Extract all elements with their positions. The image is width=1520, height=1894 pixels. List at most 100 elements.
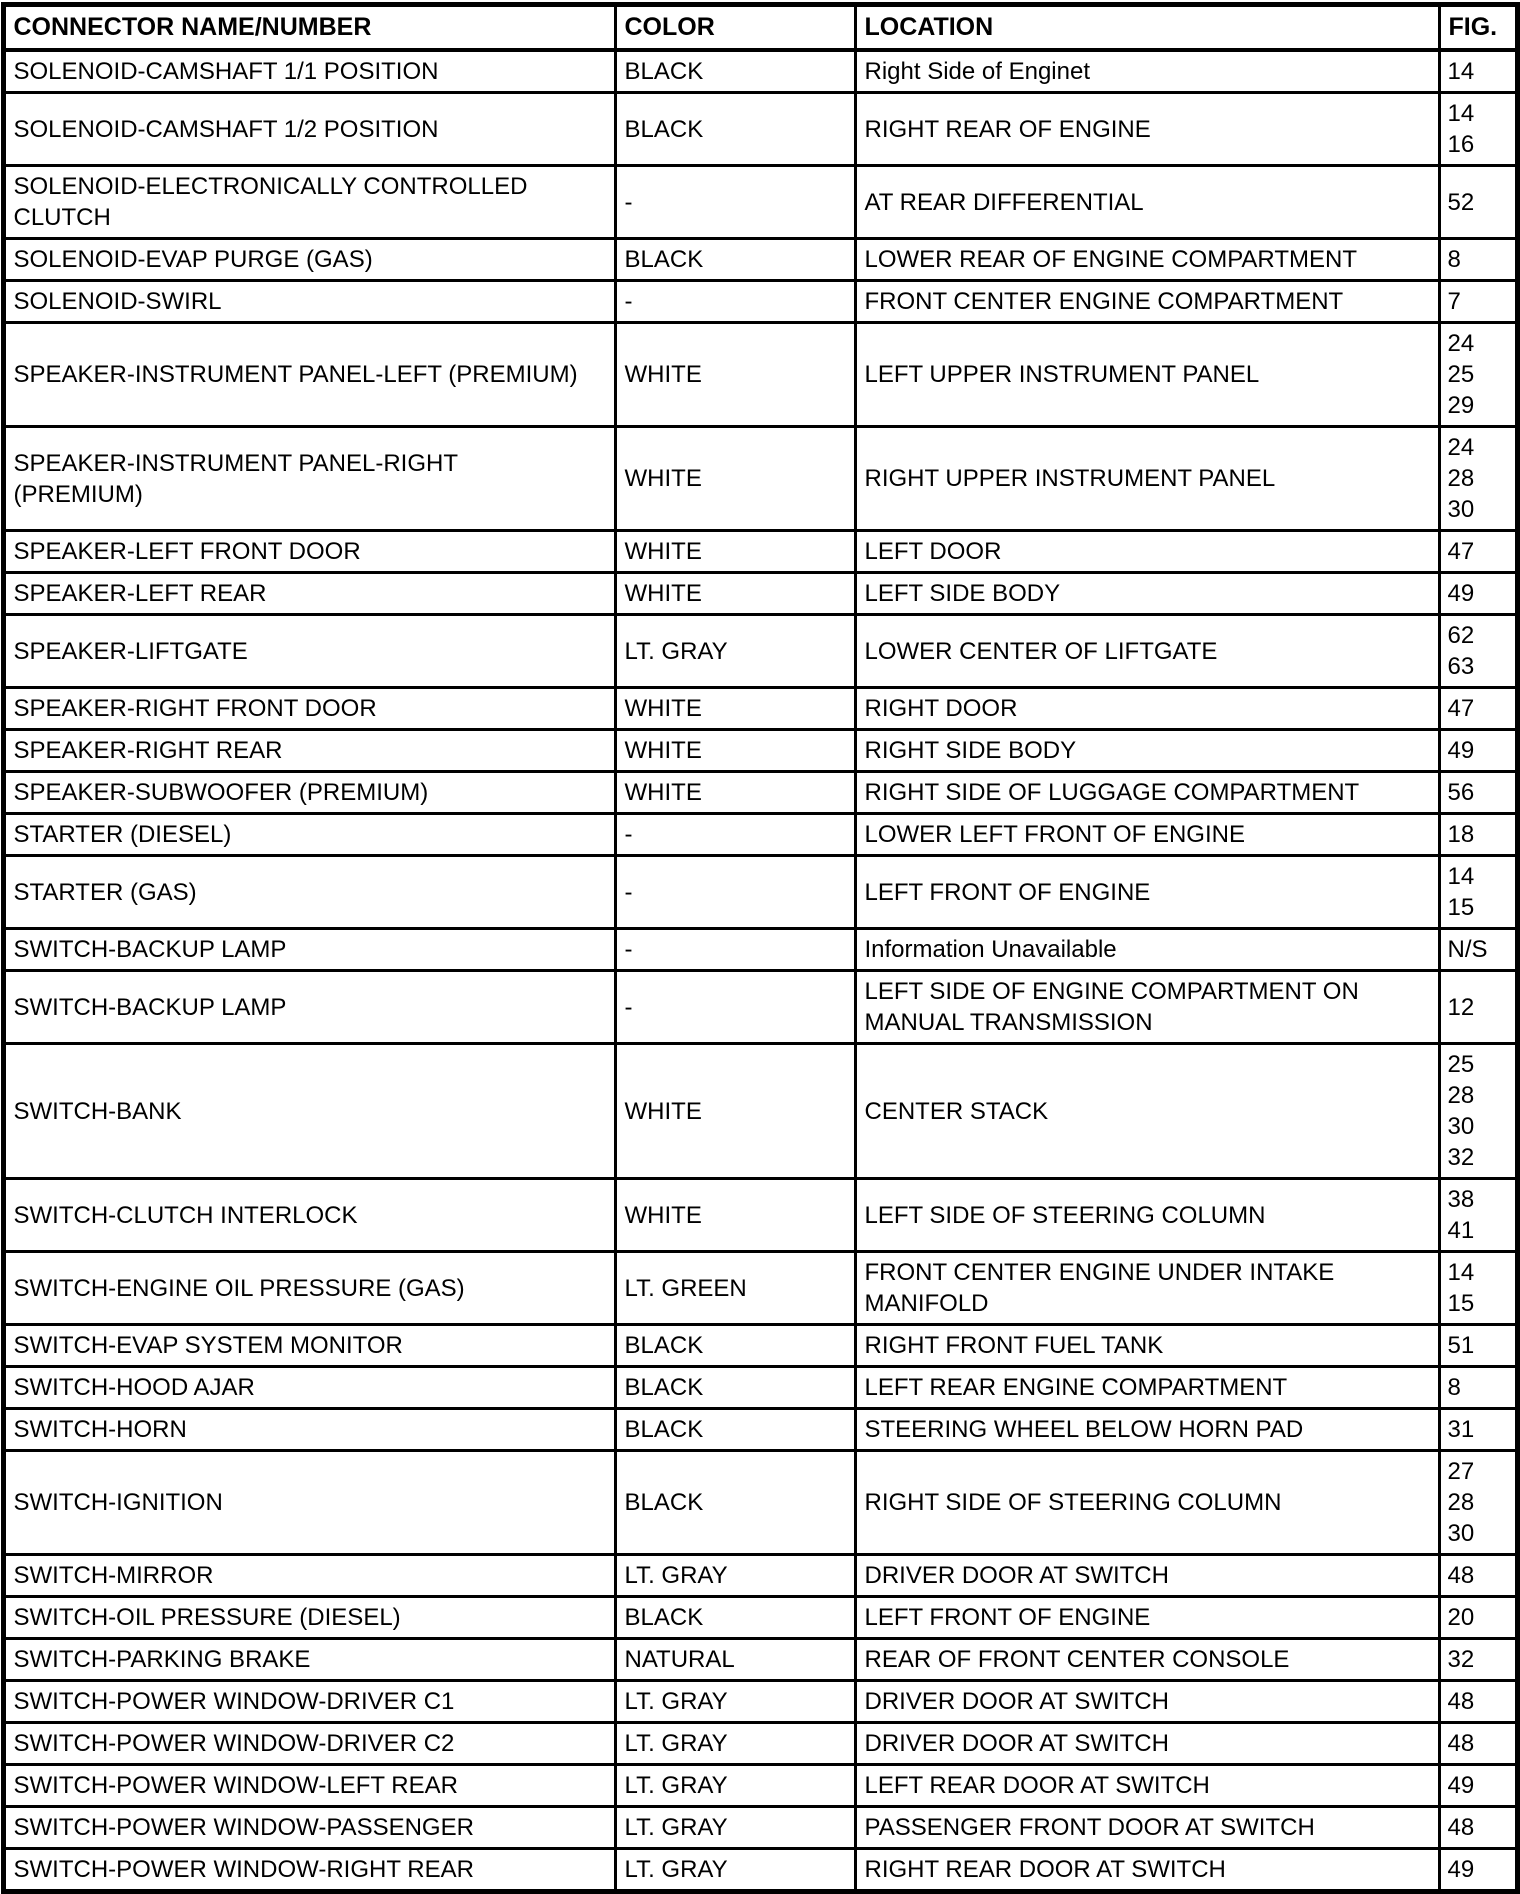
location-cell: DRIVER DOOR AT SWITCH xyxy=(853,1553,1441,1598)
location-cell: REAR OF FRONT CENTER CONSOLE xyxy=(853,1637,1441,1682)
table-row: SWITCH-BANK WHITE CENTER STACK 25 28 30 32 xyxy=(1,1042,1519,1180)
color-cell: BLACK xyxy=(613,1595,857,1640)
fig-cell: 56 xyxy=(1437,770,1519,815)
table-row: SWITCH-POWER WINDOW-LEFT REAR LT. GRAY LEF… xyxy=(1,1763,1519,1808)
connector-name-cell: SOLENOID-ELECTRONICALLY CONTROLLED CLUTC… xyxy=(1,164,617,240)
table-body: SOLENOID-CAMSHAFT 1/1 POSITION BLACK Right… xyxy=(1,48,1519,1893)
fig-cell: 51 xyxy=(1437,1323,1519,1368)
connector-name-cell: SWITCH-POWER WINDOW-LEFT REAR xyxy=(1,1763,617,1808)
location-cell: LOWER LEFT FRONT OF ENGINE xyxy=(853,812,1441,857)
color-cell: BLACK xyxy=(613,1449,857,1556)
fig-cell: 8 xyxy=(1437,1365,1519,1410)
color-cell: WHITE xyxy=(613,1177,857,1253)
location-cell: RIGHT REAR DOOR AT SWITCH xyxy=(853,1847,1441,1893)
location-cell: LEFT FRONT OF ENGINE xyxy=(853,854,1441,930)
fig-cell: 52 xyxy=(1437,164,1519,240)
table-row: SPEAKER-LEFT REAR WHITE LEFT SIDE BODY 49 xyxy=(1,571,1519,616)
location-cell: RIGHT FRONT FUEL TANK xyxy=(853,1323,1441,1368)
fig-cell: 7 xyxy=(1437,279,1519,324)
connector-name-cell: SOLENOID-CAMSHAFT 1/2 POSITION xyxy=(1,91,617,167)
location-cell: FRONT CENTER ENGINE COMPARTMENT xyxy=(853,279,1441,324)
color-cell: LT. GRAY xyxy=(613,1553,857,1598)
connector-name-cell: SWITCH-BANK xyxy=(1,1042,617,1180)
location-cell: RIGHT SIDE OF STEERING COLUMN xyxy=(853,1449,1441,1556)
color-cell: LT. GRAY xyxy=(613,1805,857,1850)
location-cell: LEFT REAR ENGINE COMPARTMENT xyxy=(853,1365,1441,1410)
fig-cell: 48 xyxy=(1437,1553,1519,1598)
fig-cell: 14 15 xyxy=(1437,854,1519,930)
connector-name-cell: SWITCH-EVAP SYSTEM MONITOR xyxy=(1,1323,617,1368)
fig-cell: 24 28 30 xyxy=(1437,425,1519,532)
table-row: SWITCH-POWER WINDOW-RIGHT REAR LT. GRAY RI… xyxy=(1,1847,1519,1893)
header-connector-name: CONNECTOR NAME/NUMBER xyxy=(1,3,617,52)
connector-name-cell: SPEAKER-SUBWOOFER (PREMIUM) xyxy=(1,770,617,815)
connector-name-cell: SPEAKER-RIGHT FRONT DOOR xyxy=(1,686,617,731)
table-row: SWITCH-BACKUP LAMP - Information Unavailab… xyxy=(1,927,1519,972)
fig-cell: 27 28 30 xyxy=(1437,1449,1519,1556)
fig-cell: 62 63 xyxy=(1437,613,1519,689)
color-cell: WHITE xyxy=(613,321,857,428)
location-cell: DRIVER DOOR AT SWITCH xyxy=(853,1679,1441,1724)
fig-cell: 31 xyxy=(1437,1407,1519,1452)
color-cell: LT. GREEN xyxy=(613,1250,857,1326)
location-cell: LEFT SIDE OF STEERING COLUMN xyxy=(853,1177,1441,1253)
table-row: SWITCH-IGNITION BLACK RIGHT SIDE OF STEERI… xyxy=(1,1449,1519,1556)
location-cell: FRONT CENTER ENGINE UNDER INTAKE MANIFOL… xyxy=(853,1250,1441,1326)
table-row: SWITCH-ENGINE OIL PRESSURE (GAS) LT. GREE… xyxy=(1,1250,1519,1326)
header-color: COLOR xyxy=(613,3,857,52)
table-row: SOLENOID-CAMSHAFT 1/1 POSITION BLACK Right… xyxy=(1,48,1519,94)
fig-cell: N/S xyxy=(1437,927,1519,972)
table-row: SWITCH-HOOD AJAR BLACK LEFT REAR ENGINE CO… xyxy=(1,1365,1519,1410)
connector-name-cell: SPEAKER-LEFT FRONT DOOR xyxy=(1,529,617,574)
connector-name-cell: SWITCH-HORN xyxy=(1,1407,617,1452)
location-cell: CENTER STACK xyxy=(853,1042,1441,1180)
location-cell: AT REAR DIFFERENTIAL xyxy=(853,164,1441,240)
table-row: STARTER (GAS) - LEFT FRONT OF ENGINE 14 15 xyxy=(1,854,1519,930)
fig-cell: 12 xyxy=(1437,969,1519,1045)
color-cell: WHITE xyxy=(613,425,857,532)
color-cell: BLACK xyxy=(613,1323,857,1368)
color-cell: BLACK xyxy=(613,1407,857,1452)
fig-cell: 8 xyxy=(1437,237,1519,282)
color-cell: WHITE xyxy=(613,1042,857,1180)
color-cell: BLACK xyxy=(613,1365,857,1410)
fig-cell: 48 xyxy=(1437,1679,1519,1724)
table-row: SOLENOID-SWIRL - FRONT CENTER ENGINE COMPA… xyxy=(1,279,1519,324)
connector-name-cell: SWITCH-HOOD AJAR xyxy=(1,1365,617,1410)
fig-cell: 14 15 xyxy=(1437,1250,1519,1326)
fig-cell: 49 xyxy=(1437,1763,1519,1808)
fig-cell: 47 xyxy=(1437,686,1519,731)
table-row: SOLENOID-EVAP PURGE (GAS) BLACK LOWER REAR… xyxy=(1,237,1519,282)
color-cell: - xyxy=(613,854,857,930)
color-cell: WHITE xyxy=(613,770,857,815)
table-row: SWITCH-OIL PRESSURE (DIESEL) BLACK LEFT FR… xyxy=(1,1595,1519,1640)
color-cell: LT. GRAY xyxy=(613,1721,857,1766)
color-cell: LT. GRAY xyxy=(613,1679,857,1724)
table-row: SOLENOID-ELECTRONICALLY CONTROLLED CLUTC… xyxy=(1,164,1519,240)
connector-name-cell: SOLENOID-CAMSHAFT 1/1 POSITION xyxy=(1,48,617,94)
color-cell: WHITE xyxy=(613,571,857,616)
location-cell: Right Side of Enginet xyxy=(853,48,1441,94)
color-cell: LT. GRAY xyxy=(613,1847,857,1893)
color-cell: - xyxy=(613,279,857,324)
color-cell: WHITE xyxy=(613,686,857,731)
table-row: SWITCH-EVAP SYSTEM MONITOR BLACK RIGHT FRO… xyxy=(1,1323,1519,1368)
connector-name-cell: SWITCH-CLUTCH INTERLOCK xyxy=(1,1177,617,1253)
table-header-row: CONNECTOR NAME/NUMBER COLOR LOCATION FIG… xyxy=(1,3,1519,52)
location-cell: DRIVER DOOR AT SWITCH xyxy=(853,1721,1441,1766)
table-row: SWITCH-POWER WINDOW-DRIVER C1 LT. GRAY DRI… xyxy=(1,1679,1519,1724)
fig-cell: 14 xyxy=(1437,48,1519,94)
fig-cell: 47 xyxy=(1437,529,1519,574)
connector-name-cell: SWITCH-MIRROR xyxy=(1,1553,617,1598)
connector-name-cell: SWITCH-POWER WINDOW-DRIVER C1 xyxy=(1,1679,617,1724)
location-cell: Information Unavailable xyxy=(853,927,1441,972)
location-cell: LOWER REAR OF ENGINE COMPARTMENT xyxy=(853,237,1441,282)
connector-name-cell: SWITCH-ENGINE OIL PRESSURE (GAS) xyxy=(1,1250,617,1326)
table-row: SPEAKER-RIGHT FRONT DOOR WHITE RIGHT DOOR 4… xyxy=(1,686,1519,731)
table-row: SPEAKER-LEFT FRONT DOOR WHITE LEFT DOOR 47 xyxy=(1,529,1519,574)
fig-cell: 49 xyxy=(1437,571,1519,616)
fig-cell: 48 xyxy=(1437,1721,1519,1766)
table-row: SOLENOID-CAMSHAFT 1/2 POSITION BLACK RIGHT… xyxy=(1,91,1519,167)
